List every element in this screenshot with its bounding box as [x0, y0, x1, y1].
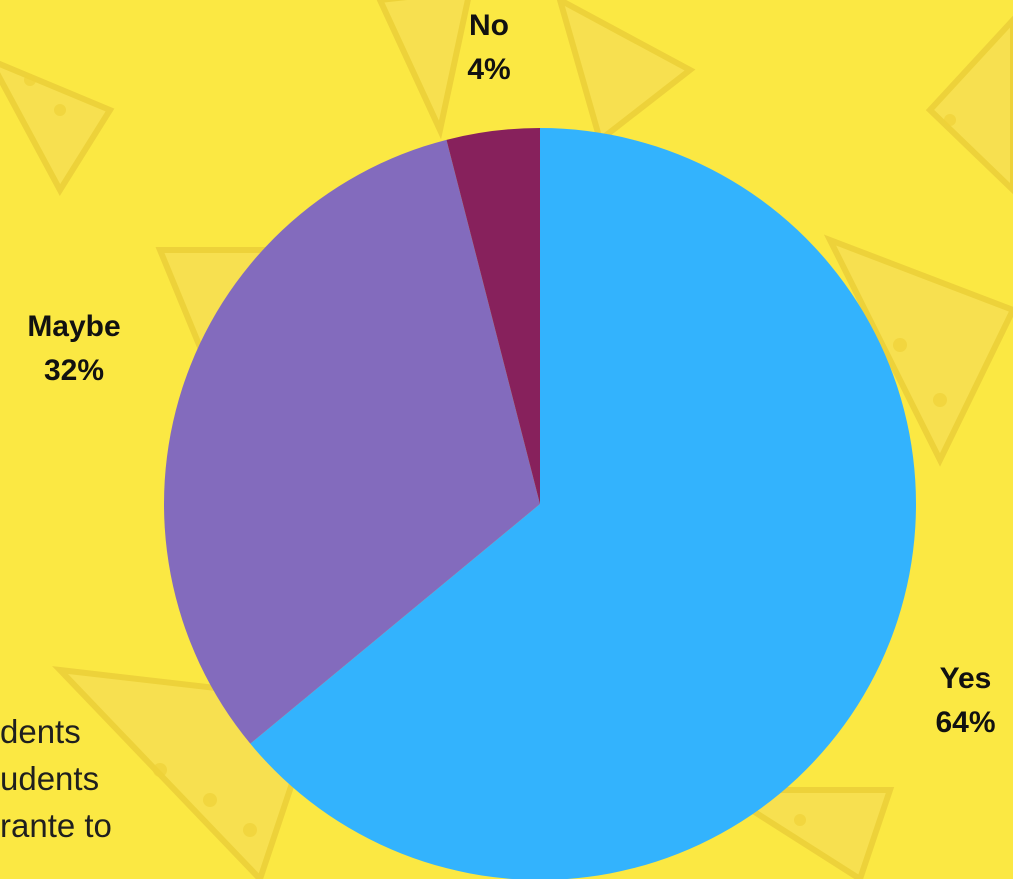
partial-body-text: dents udents rante to	[0, 708, 200, 849]
slice-label-no-value: 4%	[467, 53, 511, 86]
slice-label-no-name: No	[469, 9, 509, 42]
slice-label-maybe: Maybe 32%	[4, 305, 144, 393]
body-text-line: dents	[0, 713, 81, 750]
body-text-line: udents	[0, 760, 100, 797]
slice-label-yes: Yes 64%	[918, 657, 1013, 745]
slice-label-maybe-value: 32%	[43, 354, 105, 387]
slice-label-yes-name: Yes	[939, 662, 992, 695]
slice-label-no: No 4%	[434, 4, 544, 92]
body-text-line: rante to	[0, 807, 112, 844]
pie-slice-yes	[250, 128, 916, 879]
pie-slice-maybe	[163, 139, 540, 744]
pie-slice-no	[446, 128, 540, 504]
slice-label-yes-value: 64%	[935, 706, 996, 739]
slice-label-maybe-name: Maybe	[27, 310, 121, 343]
